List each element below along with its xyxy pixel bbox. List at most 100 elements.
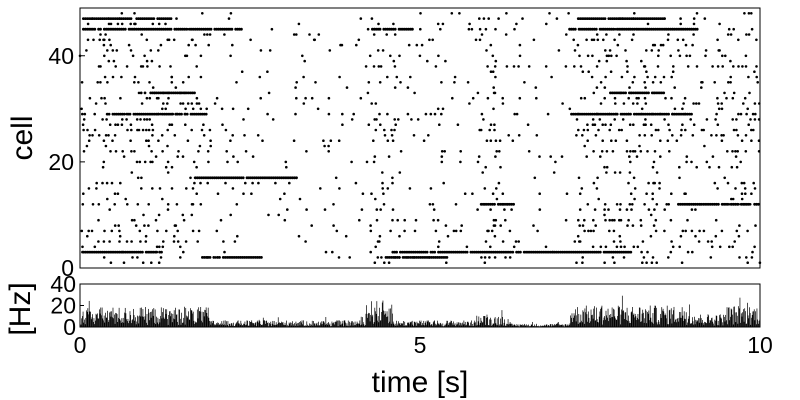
rate-bar <box>409 321 411 327</box>
spike-marker <box>632 123 635 126</box>
spike-marker <box>147 203 150 206</box>
spike-marker <box>575 118 579 121</box>
spike-marker <box>716 187 719 190</box>
rate-bar <box>695 319 697 327</box>
spike-marker <box>631 150 635 153</box>
spike-marker <box>670 96 673 100</box>
spike-marker <box>432 208 436 211</box>
rate-bar <box>278 322 280 327</box>
spike-marker <box>691 134 695 137</box>
spike-marker <box>497 17 500 20</box>
spike-marker <box>739 160 742 164</box>
spike-marker <box>381 171 384 174</box>
spike-marker <box>229 12 233 15</box>
rate-bar <box>494 317 496 327</box>
spike-marker <box>703 17 707 20</box>
spike-marker <box>340 43 344 47</box>
spike-marker <box>493 256 497 259</box>
rate-bar <box>409 324 410 327</box>
spike-marker <box>583 218 586 222</box>
spike-marker <box>169 65 172 68</box>
spike-marker <box>110 181 114 185</box>
rate-bar <box>107 321 109 327</box>
spike-marker <box>107 59 111 63</box>
rate-bar <box>447 324 449 327</box>
spike-marker <box>445 261 448 265</box>
rate-bar <box>218 324 220 327</box>
spike-marker <box>267 213 270 217</box>
spike-marker <box>673 107 677 111</box>
spike-marker <box>491 70 495 73</box>
rate-bar <box>480 317 482 327</box>
rate-bar <box>748 318 750 327</box>
spike-marker <box>466 81 470 84</box>
spike-marker <box>586 128 590 132</box>
spike-marker <box>498 139 502 142</box>
rate-bar <box>341 323 343 327</box>
rate-bar <box>129 311 131 327</box>
rate-bar <box>100 307 102 327</box>
rate-bar <box>679 311 680 327</box>
spike-marker <box>176 112 180 116</box>
rate-bar <box>389 321 391 327</box>
spike-marker <box>419 12 422 15</box>
spike-marker <box>733 240 736 243</box>
spike-marker <box>143 91 147 95</box>
rate-bar <box>165 309 166 327</box>
spike-marker <box>575 134 578 137</box>
spike-marker <box>458 12 461 15</box>
rate-bar <box>502 316 503 327</box>
rate-bar <box>512 325 514 327</box>
spike-marker <box>97 203 101 206</box>
spike-marker <box>605 150 609 153</box>
spike-marker <box>494 218 498 222</box>
rate-bar <box>363 324 365 327</box>
rate-bar <box>485 324 486 327</box>
spike-marker <box>493 128 496 132</box>
rate-bar <box>579 322 580 327</box>
rate-bar <box>418 323 420 327</box>
spike-marker <box>603 165 606 169</box>
spike-marker <box>167 96 170 100</box>
spike-marker <box>328 49 332 52</box>
spike-marker <box>106 197 109 201</box>
spike-marker <box>137 128 141 132</box>
rate-bar <box>430 325 431 327</box>
spike-marker <box>753 118 757 121</box>
spike-marker <box>666 139 670 142</box>
rate-bar <box>235 323 237 327</box>
spike-marker <box>191 38 194 42</box>
rate-bar <box>553 325 554 327</box>
spike-marker <box>303 59 307 63</box>
rate-bar <box>237 321 238 327</box>
spike-marker <box>106 81 109 84</box>
spike-marker <box>493 224 497 227</box>
spike-marker <box>426 59 429 63</box>
rate-bar <box>736 312 737 327</box>
rate-bar <box>400 325 401 327</box>
rate-bar <box>288 325 289 327</box>
spike-marker <box>484 165 488 169</box>
spike-marker <box>497 181 501 185</box>
spike-marker <box>359 96 363 100</box>
rate-bar <box>586 314 588 327</box>
spike-marker <box>468 22 471 26</box>
spike-marker <box>643 81 646 84</box>
spike-marker <box>331 250 334 254</box>
spike-marker <box>145 128 148 132</box>
spike-marker <box>747 123 750 126</box>
spike-marker <box>222 240 225 243</box>
spike-marker <box>147 144 151 148</box>
spike-marker <box>111 75 115 79</box>
spike-marker <box>103 229 106 233</box>
spike-marker <box>131 256 134 259</box>
rate-bar <box>274 325 276 327</box>
spike-marker <box>116 123 120 126</box>
spike-marker <box>534 86 538 89</box>
spike-marker <box>191 107 195 111</box>
rate-bar <box>243 323 244 327</box>
rate-bar <box>488 325 489 327</box>
rate-bar <box>706 323 707 327</box>
rate-bar <box>284 325 285 327</box>
spike-marker <box>459 150 463 153</box>
